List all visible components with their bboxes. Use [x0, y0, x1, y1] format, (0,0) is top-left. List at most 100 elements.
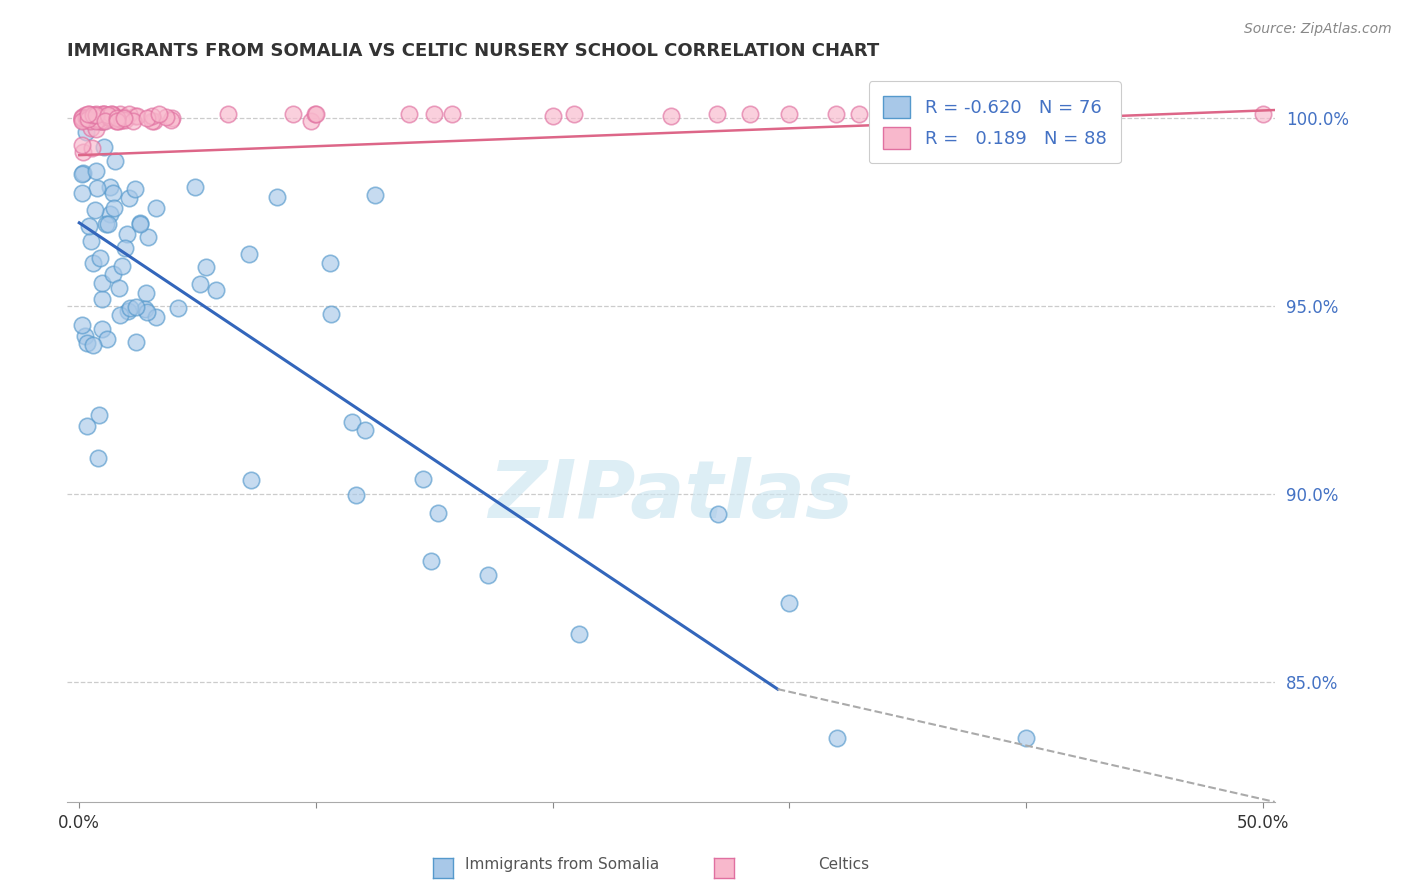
Point [825, 731, 848, 745]
Point [110, 308, 132, 322]
Point [93, 114, 115, 128]
Point [90, 292, 112, 306]
Point [76, 335, 98, 350]
Point [84, 108, 107, 122]
Point [305, 107, 328, 121]
Point [541, 109, 564, 123]
Point [91, 114, 114, 128]
Point [135, 305, 157, 319]
Point [117, 303, 139, 318]
Point [195, 260, 218, 275]
Point [80, 111, 103, 125]
Point [114, 241, 136, 255]
Point [129, 217, 152, 231]
Point [89, 252, 111, 266]
Point [86, 181, 108, 195]
Point [101, 107, 124, 121]
Point [84, 107, 107, 121]
Point [104, 114, 127, 128]
Point [87, 112, 110, 126]
Point [82, 108, 104, 122]
Point [125, 334, 148, 349]
Point [84, 114, 107, 128]
Point [89, 409, 111, 423]
Point [107, 111, 129, 125]
Point [238, 247, 260, 261]
Point [304, 107, 326, 121]
Point [82, 338, 104, 352]
Point [90, 113, 112, 128]
Point [318, 256, 340, 270]
Point [89, 113, 111, 128]
Point [72, 166, 94, 180]
Point [190, 277, 212, 291]
Point [87, 451, 110, 466]
Point [128, 216, 150, 230]
Point [93, 107, 115, 121]
Point [82, 256, 104, 270]
Point [1251, 107, 1274, 121]
Point [70, 111, 93, 125]
Point [141, 113, 163, 128]
Point [70, 186, 93, 200]
Point [79, 108, 101, 122]
Point [76, 112, 98, 127]
Point [104, 153, 127, 168]
Point [108, 114, 131, 128]
Point [115, 227, 138, 241]
Point [70, 167, 93, 181]
Point [93, 140, 115, 154]
Point [145, 201, 167, 215]
Point [75, 125, 97, 139]
Text: Celtics: Celtics [818, 857, 869, 872]
Point [96, 332, 118, 346]
Point [86, 112, 108, 127]
Point [183, 180, 205, 194]
Point [70, 112, 93, 127]
Point [118, 191, 141, 205]
Point [76, 418, 98, 433]
Text: IMMIGRANTS FROM SOMALIA VS CELTIC NURSERY SCHOOL CORRELATION CHART: IMMIGRANTS FROM SOMALIA VS CELTIC NURSER… [67, 42, 880, 60]
Point [167, 301, 190, 315]
Point [778, 596, 800, 610]
Point [141, 110, 163, 124]
Point [427, 506, 450, 520]
Point [70, 137, 93, 152]
Point [101, 108, 124, 122]
Text: ZIPatlas: ZIPatlas [488, 457, 853, 534]
Point [398, 107, 420, 121]
Point [100, 107, 122, 121]
Point [103, 202, 125, 216]
Point [98, 109, 121, 123]
Point [75, 111, 97, 125]
Point [299, 113, 322, 128]
Point [96, 111, 118, 125]
Point [706, 107, 728, 121]
Point [76, 107, 98, 121]
Point [122, 114, 145, 128]
Point [98, 111, 121, 125]
Point [84, 122, 107, 136]
Point [70, 113, 93, 128]
Point [79, 114, 101, 128]
Point [319, 307, 342, 321]
Text: Source: ZipAtlas.com: Source: ZipAtlas.com [1244, 22, 1392, 37]
Point [738, 107, 761, 121]
Point [94, 109, 117, 123]
Point [707, 508, 730, 522]
Point [124, 300, 146, 314]
Point [145, 310, 167, 325]
Point [148, 107, 170, 121]
Point [440, 107, 463, 121]
Point [84, 111, 107, 125]
Point [91, 110, 114, 124]
Point [90, 322, 112, 336]
Point [90, 276, 112, 290]
Point [97, 217, 120, 231]
Point [97, 108, 120, 122]
Point [84, 164, 107, 178]
Point [82, 108, 104, 122]
Point [848, 107, 870, 121]
Point [217, 107, 239, 121]
Point [98, 180, 121, 194]
